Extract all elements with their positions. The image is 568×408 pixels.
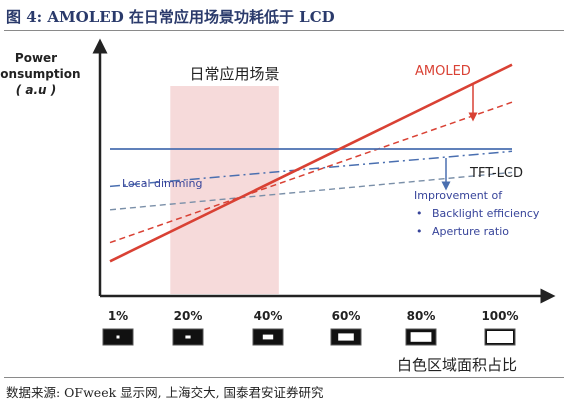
white-area-fill-6 [487,331,513,343]
white-area-fill-4 [338,333,354,341]
x-tick-label-3: 40% [254,309,283,323]
y-axis-label-line-2: Consumption [0,67,81,81]
series-layer [109,63,513,263]
series-line-4 [109,150,513,188]
daily-use-region-label: 日常应用场景 [190,65,280,83]
improvement-bullet-1: • [416,207,423,220]
series-line-2 [109,101,513,244]
x-tick-label-6: 100% [481,309,518,323]
figure-title: 图 4: AMOLED 在日常应用场景功耗低于 LCD [6,8,335,26]
improvement-title: Improvement of [414,189,503,202]
series-line-5 [109,171,513,211]
improvement-bullet-2: • [416,225,423,238]
series-line-1 [109,63,513,263]
y-axis-label-line-3: ( a.u ) [16,83,57,97]
title-divider [4,30,564,31]
tft-lcd-series-label: TFT-LCD [469,166,523,181]
white-area-fill-1 [116,335,120,339]
x-tick-label-5: 80% [407,309,436,323]
white-area-fill-3 [262,334,274,340]
x-ticks: 1% 20% 40% 60% 80% 100% [102,309,519,346]
source-note: 数据来源: OFweek 显示网, 上海交大, 国泰君安证券研究 [6,385,324,400]
improvement-item-1: Backlight efficiency [432,207,540,220]
x-tick-label-1: 1% [108,309,128,323]
improvement-item-2: Aperture ratio [432,225,509,238]
x-tick-label-4: 60% [332,309,361,323]
y-axis-label-line-1: Power [15,51,57,65]
white-area-fill-2 [185,335,191,339]
source-divider [4,377,564,378]
local-dimming-label: Local dimming [122,177,203,190]
x-tick-label-2: 20% [174,309,203,323]
daily-use-region [170,86,279,294]
x-axis-label: 白色区域面积占比 [397,356,517,374]
amoled-series-label: AMOLED [415,64,471,79]
white-area-fill-5 [410,332,432,342]
